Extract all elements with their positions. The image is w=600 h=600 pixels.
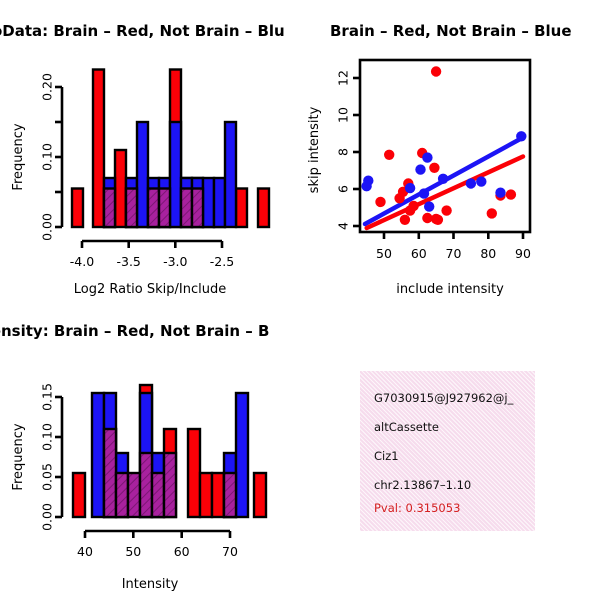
svg-text:4: 4 — [336, 222, 351, 230]
trend-line-brain — [364, 154, 526, 231]
x-axis-label: include intensity — [396, 282, 504, 297]
x-axis-label: Log2 Ratio Skip/Include — [74, 282, 226, 297]
y-axis-label: Frequency — [11, 123, 26, 190]
y-tick-labels: 0.15 0.10 0.05 0.00 — [40, 383, 55, 531]
x-tick-labels: 40 50 60 70 — [77, 544, 238, 559]
panel-info: G7030915@J927962@j_ altCassette Ciz1 chr… — [300, 300, 600, 600]
svg-text:70: 70 — [446, 246, 462, 261]
y-axis-label: Frequency — [11, 423, 26, 490]
x-axis-ticks — [382, 232, 525, 239]
svg-text:-3.0: -3.0 — [163, 254, 187, 269]
info-line-event-type: altCassette — [374, 420, 439, 434]
svg-text:70: 70 — [222, 544, 238, 559]
svg-text:40: 40 — [77, 544, 93, 559]
info-line-gene: Ciz1 — [374, 449, 399, 463]
points-brain — [375, 66, 517, 225]
svg-text:8: 8 — [336, 148, 351, 156]
svg-text:0.10: 0.10 — [40, 423, 55, 451]
info-line-id: G7030915@J927962@j_ — [374, 391, 514, 405]
histogram-intensity-plot: 0.15 0.10 0.05 0.00 Frequency — [11, 383, 268, 592]
x-axis-label: Intensity — [122, 577, 179, 592]
y-tick-labels: 0.20 0.10 0.00 — [40, 73, 55, 241]
y-axis — [55, 395, 64, 519]
svg-text:0.15: 0.15 — [40, 383, 55, 411]
svg-text:0.00: 0.00 — [40, 213, 55, 241]
scatter-plot: 4 6 8 10 12 skip intensity 50 60 70 80 9… — [307, 58, 532, 297]
svg-text:60: 60 — [411, 246, 427, 261]
x-axis — [80, 239, 224, 248]
histogram-bars — [70, 68, 271, 229]
svg-text:0.10: 0.10 — [40, 143, 55, 171]
histogram-ratio-plot: 0.20 0.10 0.00 Frequency — [11, 68, 271, 297]
svg-text:50: 50 — [376, 246, 392, 261]
panel-title-histogram-intensity: ne Itensity: Brain – Red, Not Brain – B — [0, 322, 270, 340]
info-box: G7030915@J927962@j_ altCassette Ciz1 chr… — [360, 371, 535, 531]
panel-title-scatter: Brain – Red, Not Brain – Blue — [330, 22, 572, 40]
panel-title-histogram-ratio: RatioData: Brain – Red, Not Brain – Blu — [0, 22, 285, 40]
plot-frame — [358, 58, 532, 234]
svg-text:90: 90 — [515, 246, 531, 261]
svg-text:-3.5: -3.5 — [117, 254, 141, 269]
y-axis-label: skip intensity — [307, 106, 322, 193]
y-tick-labels: 4 6 8 10 12 — [336, 70, 351, 230]
svg-text:-4.0: -4.0 — [70, 254, 94, 269]
svg-text:12: 12 — [336, 70, 351, 86]
info-line-locus: chr2.13867–1.10 — [374, 478, 472, 492]
svg-text:0.00: 0.00 — [40, 503, 55, 531]
x-tick-labels: 50 60 70 80 90 — [376, 246, 531, 261]
histogram-bars — [71, 383, 268, 519]
y-axis — [55, 85, 64, 229]
info-line-pval: Pval: 0.315053 — [374, 501, 461, 515]
svg-text:0.05: 0.05 — [40, 463, 55, 491]
svg-text:6: 6 — [336, 185, 351, 193]
panel-scatter: Brain – Red, Not Brain – Blue 4 6 8 10 1… — [300, 0, 600, 300]
x-tick-labels: -4.0 -3.5 -3.0 -2.5 — [70, 254, 234, 269]
panel-histogram-ratio: RatioData: Brain – Red, Not Brain – Blu … — [0, 0, 300, 300]
svg-text:50: 50 — [125, 544, 141, 559]
svg-text:10: 10 — [336, 107, 351, 123]
x-axis — [83, 529, 232, 538]
svg-text:80: 80 — [480, 246, 496, 261]
y-axis-ticks — [353, 76, 360, 228]
svg-text:0.20: 0.20 — [40, 73, 55, 101]
points-not-brain — [361, 131, 527, 212]
svg-text:60: 60 — [174, 544, 190, 559]
panel-histogram-intensity: 0.15 0.10 0.05 0.00 Frequency — [0, 300, 300, 600]
svg-text:-2.5: -2.5 — [210, 254, 234, 269]
